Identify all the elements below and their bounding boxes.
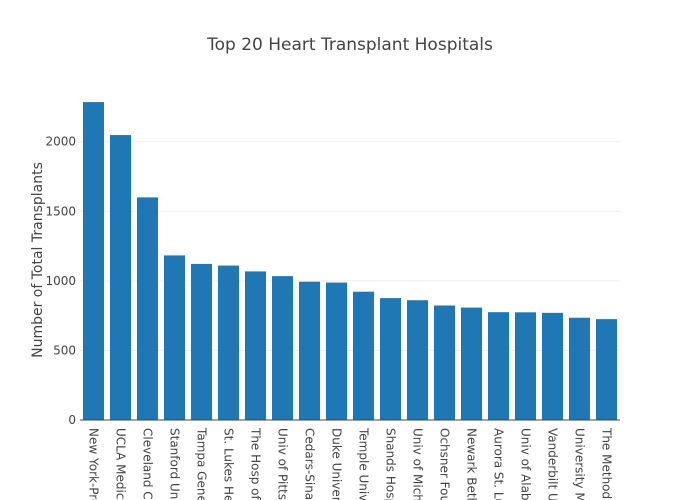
bars (82, 102, 618, 421)
bar (136, 197, 159, 420)
bar (163, 255, 186, 420)
y-axis-ticks: 0 500 1000 1500 2000 (45, 135, 76, 427)
x-tick-label: New York-Pres (87, 428, 101, 500)
bar (514, 312, 537, 420)
x-tick-label: Univ of Michi (411, 428, 425, 500)
bar (568, 317, 591, 420)
bar (109, 135, 132, 421)
bar (460, 307, 483, 420)
x-tick-label: The Methodis (600, 427, 614, 500)
x-tick-label: Aurora St. Lu (492, 428, 506, 500)
bar (406, 300, 429, 420)
y-tick-label: 1000 (45, 274, 76, 288)
y-tick-label: 500 (53, 343, 76, 357)
x-tick-label: St. Lukes Hea (222, 428, 236, 500)
x-tick-label: Duke Univers (330, 428, 344, 500)
x-tick-label: UCLA Medica (114, 428, 128, 500)
bar (325, 282, 348, 420)
x-tick-label: Temple Univ (357, 427, 371, 500)
bar (244, 271, 267, 420)
bar (352, 291, 375, 420)
x-axis-ticks: New York-Pres UCLA Medica Cleveland Clin St… (87, 427, 614, 500)
x-tick-label: The Hosp of t (249, 427, 263, 500)
bar (487, 312, 510, 420)
bar (298, 281, 321, 420)
x-tick-label: Newark Beth (465, 428, 479, 500)
bar (595, 319, 618, 420)
bar (541, 312, 564, 420)
gridlines (80, 141, 620, 351)
bar (190, 263, 213, 420)
x-tick-label: Univ of Alaba (519, 428, 533, 500)
bar (433, 305, 456, 420)
bar (217, 265, 240, 420)
x-tick-label: Stanford Univ (168, 428, 182, 500)
y-tick-label: 1500 (45, 204, 76, 218)
bar (379, 298, 402, 420)
x-tick-label: Shands Hosp (384, 428, 398, 500)
x-tick-label: Tampa Gener (195, 427, 209, 500)
bar (271, 276, 294, 420)
x-tick-label: Vanderbilt Un (546, 428, 560, 500)
bar (82, 102, 105, 420)
y-tick-label: 2000 (45, 135, 76, 149)
x-tick-label: Univ of Pittsb (276, 428, 290, 500)
x-tick-label: University Me (573, 428, 587, 500)
x-tick-label: Ochsner Fou (438, 428, 452, 500)
y-axis-label: Number of Total Transplants (30, 162, 46, 358)
x-tick-label: Cleveland Clin (141, 428, 155, 500)
x-tick-label: Cedars-Sinai (303, 428, 317, 500)
chart-title: Top 20 Heart Transplant Hospitals (206, 35, 493, 55)
y-tick-label: 0 (68, 413, 76, 427)
